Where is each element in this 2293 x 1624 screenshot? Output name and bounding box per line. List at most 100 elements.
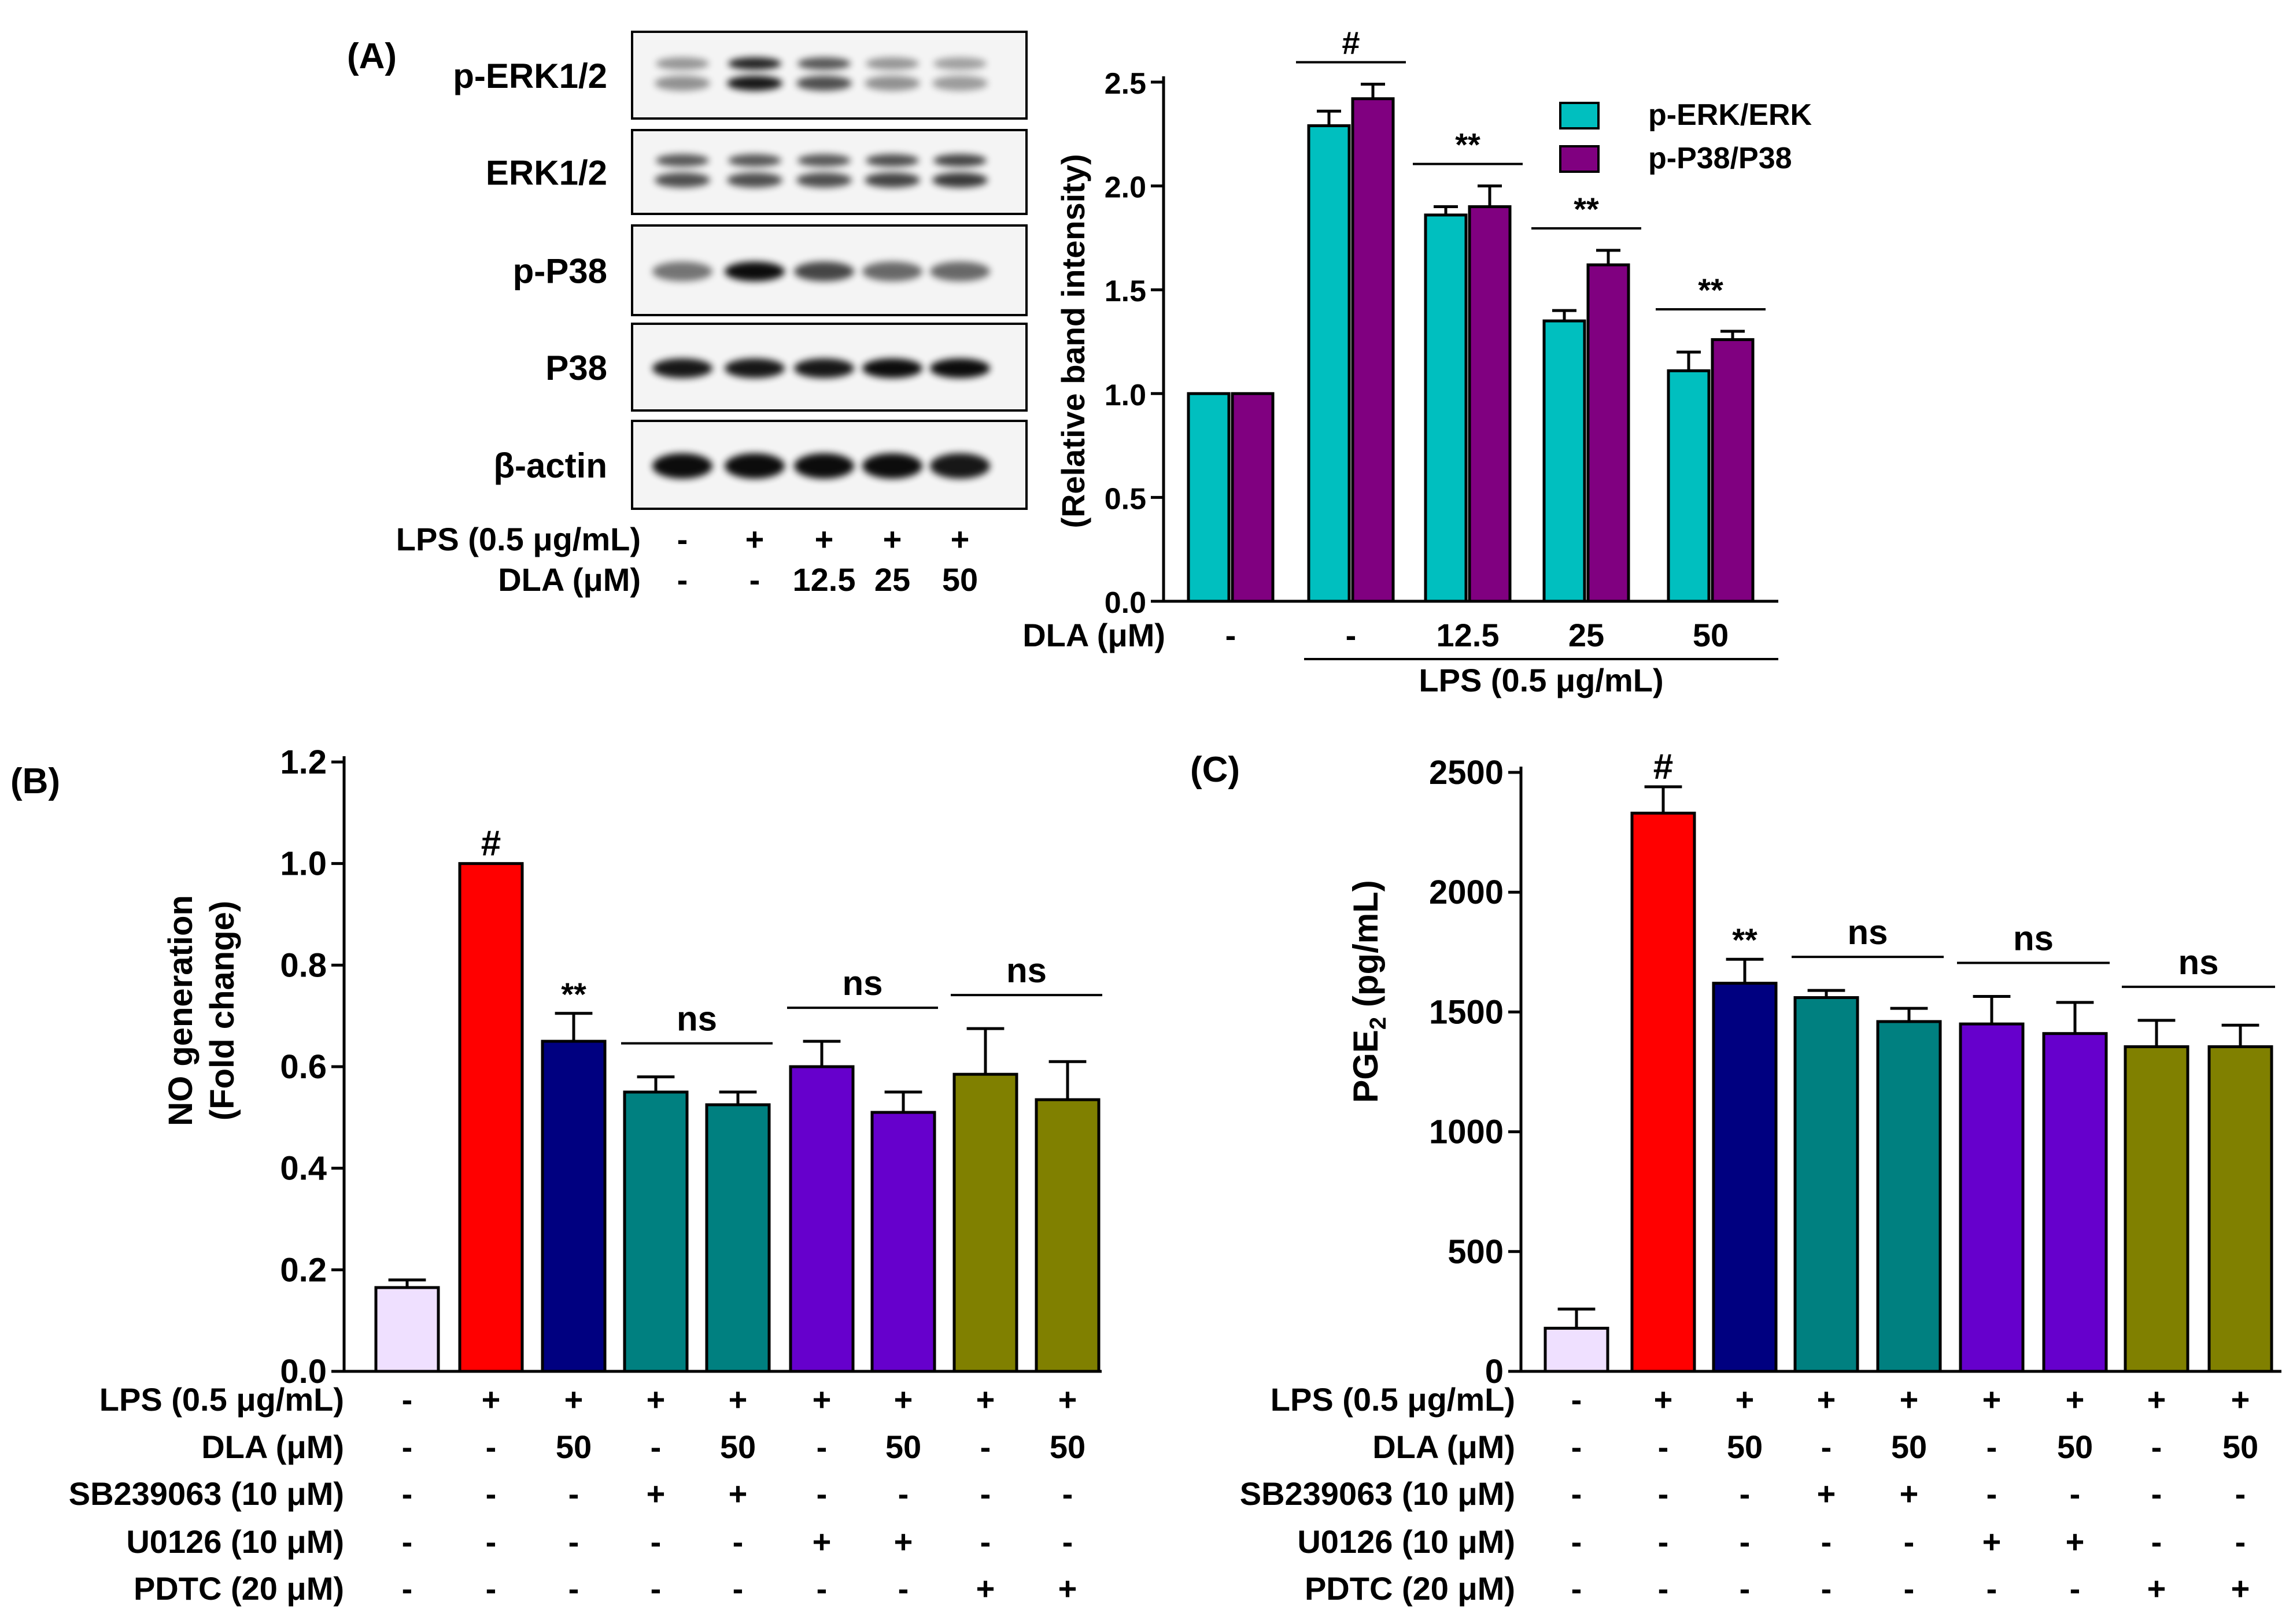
y-tick-label: 0.0 <box>1105 586 1146 620</box>
y-axis-title-line2: (Fold change) <box>204 901 241 1120</box>
treatment-value: + <box>729 1381 748 1418</box>
treatment-value: - <box>486 1475 497 1512</box>
bar-group-9 <box>1035 1098 1101 1373</box>
blot-band <box>652 261 712 282</box>
blot-band <box>796 172 852 188</box>
treatment-value: + <box>2066 1381 2085 1418</box>
treatment-value: + <box>894 1381 913 1418</box>
y-tick-label: 0.8 <box>280 946 327 984</box>
significance-mark: ** <box>1698 272 1723 308</box>
blot-band <box>866 154 919 167</box>
blot-band <box>866 57 919 70</box>
blot-treatment-value: - <box>677 521 688 557</box>
y-tick-label: 2.0 <box>1105 171 1146 205</box>
treatment-value: - <box>486 1429 497 1465</box>
blot-row-label-4: β-actin <box>493 446 607 485</box>
blot-band <box>933 57 987 70</box>
treatment-value: - <box>1658 1429 1669 1465</box>
bar-group-6 <box>1959 1022 2025 1373</box>
blot-band <box>862 453 922 479</box>
treatment-value: - <box>1740 1475 1751 1512</box>
blot-band <box>862 358 922 378</box>
blot-row-label-3: P38 <box>545 349 607 387</box>
legend-swatch <box>1559 102 1600 130</box>
chart-b-no-generation: 0.0 0.2 0.4 0.6 0.8 1.0 1.2 # ** ns ns ns LPS (0.5 μ… <box>69 743 1102 1607</box>
treatment-value: 50 <box>1050 1429 1085 1465</box>
blot-band <box>725 261 785 282</box>
blot-band <box>865 172 920 188</box>
blot-band <box>655 172 710 188</box>
legend-label: p-P38/P38 <box>1648 142 1792 175</box>
blot-treatment-value: 50 <box>942 561 978 598</box>
treatment-value: - <box>402 1429 413 1465</box>
treatment-value: - <box>817 1570 828 1607</box>
bar-group-1 <box>1544 1326 1609 1373</box>
y-tick-label: 2000 <box>1429 874 1504 911</box>
y-tick-label: 0.0 <box>280 1353 327 1390</box>
treatment-value: + <box>1058 1381 1077 1418</box>
significance-mark: ns <box>2178 943 2218 982</box>
blot-band <box>652 453 712 479</box>
y-tick-label: 0 <box>1485 1353 1504 1390</box>
treatment-value: - <box>1986 1570 1997 1607</box>
treatment-value: - <box>2235 1475 2246 1512</box>
treatment-value: + <box>2147 1381 2166 1418</box>
y-tick-label: 0.2 <box>280 1251 327 1289</box>
treatment-value: + <box>1900 1475 1919 1512</box>
blot-band <box>728 154 781 167</box>
treatment-value: - <box>402 1475 413 1512</box>
y-tick-label: 1.2 <box>280 743 327 781</box>
bar-p-erk-erk <box>1667 369 1711 603</box>
treatment-value: 50 <box>1891 1429 1927 1465</box>
panel-a-label: (A) <box>347 36 397 76</box>
treatment-value: + <box>2231 1570 2250 1607</box>
y-tick-label: 1.0 <box>1105 379 1146 412</box>
blot-band <box>656 57 709 70</box>
blot-band <box>725 358 785 378</box>
blot-band <box>794 261 854 282</box>
y-tick-label: 1.5 <box>1105 275 1146 308</box>
bar-group-5 <box>705 1103 771 1373</box>
treatment-value: - <box>486 1523 497 1560</box>
y-tick-label: 0.4 <box>280 1150 327 1188</box>
treatment-label: U0126 (10 μM) <box>126 1523 344 1560</box>
treatment-value: - <box>2070 1570 2081 1607</box>
treatment-value: + <box>1058 1570 1077 1607</box>
y-axis-title-unit: (pg/mL) <box>1346 880 1385 1017</box>
treatment-value: + <box>1736 1381 1755 1418</box>
treatment-value: - <box>2070 1475 2081 1512</box>
treatment-value: - <box>980 1475 991 1512</box>
blot-treatment-value: + <box>883 521 902 557</box>
treatment-value: - <box>1571 1475 1582 1512</box>
blot-band <box>727 76 782 91</box>
blot-row-label-2: p-P38 <box>513 252 607 291</box>
bar-group-3 <box>1712 982 1778 1373</box>
treatment-value: + <box>482 1381 501 1418</box>
blot-panel-1 <box>631 129 1028 215</box>
treatment-label: SB239063 (10 μM) <box>69 1475 344 1512</box>
significance-mark: # <box>1653 747 1673 787</box>
blot-treatment-value: + <box>951 521 970 557</box>
significance-mark: ** <box>1574 191 1599 227</box>
western-blot: p-ERK1/2 ERK1/2 p-P38 P38 β-actin <box>453 31 1028 510</box>
treatment-value: - <box>980 1523 991 1560</box>
significance-mark: ns <box>1847 913 1888 952</box>
treatment-value: - <box>2151 1475 2162 1512</box>
treatment-value: - <box>1571 1523 1582 1560</box>
treatment-value: + <box>647 1381 666 1418</box>
treatment-value: - <box>568 1570 579 1607</box>
treatment-value: + <box>976 1570 995 1607</box>
y-tick-label: 2.5 <box>1105 67 1146 101</box>
x-category-label: - <box>1346 617 1357 653</box>
bar-p-p38-p38 <box>1351 97 1395 603</box>
treatment-value: 50 <box>885 1429 921 1465</box>
blot-band <box>930 261 990 282</box>
treatment-label: SB239063 (10 μM) <box>1240 1475 1515 1512</box>
treatment-value: - <box>1740 1570 1751 1607</box>
significance-mark: # <box>1342 25 1360 61</box>
treatment-value: 50 <box>720 1429 756 1465</box>
significance-mark: ** <box>1455 127 1480 163</box>
treatment-value: - <box>651 1523 662 1560</box>
panel-c-label: (C) <box>1190 750 1240 790</box>
treatment-value: - <box>1571 1381 1582 1418</box>
